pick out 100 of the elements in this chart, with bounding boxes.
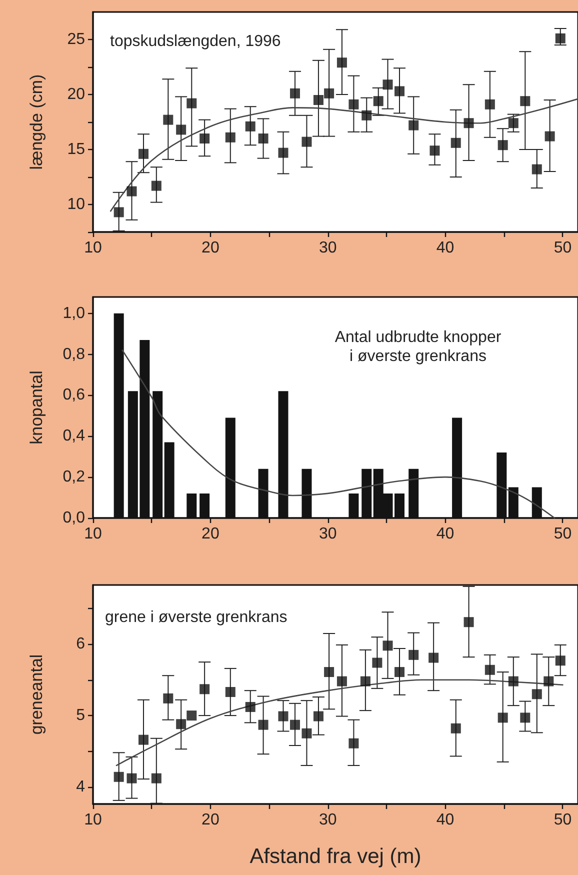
y-axis-title: greneantal: [27, 654, 46, 735]
point: [245, 702, 256, 712]
y-tick-label: 0,4: [62, 428, 86, 445]
point: [464, 617, 474, 628]
point: [450, 723, 461, 734]
point: [290, 88, 300, 98]
x-tick-label: 50: [554, 240, 572, 256]
point: [258, 720, 268, 730]
y-tick-label: 0,6: [62, 386, 86, 404]
point: [382, 80, 393, 90]
point: [186, 98, 197, 108]
point: [555, 33, 566, 44]
point: [508, 676, 518, 686]
point: [313, 95, 324, 105]
point: [450, 138, 461, 148]
point: [520, 712, 530, 723]
point: [225, 687, 236, 698]
point: [163, 114, 174, 125]
point: [138, 734, 148, 745]
point: [362, 110, 372, 120]
x-axis-title: Afstand fra vej (m): [250, 845, 422, 868]
point: [544, 676, 554, 686]
point: [464, 118, 474, 128]
x-tick-label: 20: [202, 812, 220, 828]
point: [225, 132, 236, 142]
point: [324, 88, 334, 98]
y-axis-title: længde (cm): [27, 74, 46, 170]
point: [373, 96, 384, 106]
x-tick-label: 20: [202, 526, 220, 542]
point: [348, 99, 359, 110]
point: [430, 146, 440, 156]
point: [428, 652, 439, 663]
point: [394, 86, 404, 96]
y-tick-label: 5: [76, 707, 86, 724]
y-tick-label: 6: [76, 636, 86, 653]
point: [348, 738, 359, 748]
point: [336, 58, 347, 68]
point: [484, 664, 495, 675]
y-tick-label: 0,0: [62, 510, 86, 526]
point: [372, 658, 382, 668]
point: [544, 131, 555, 142]
x-tick-label: 20: [202, 240, 220, 256]
y-tick-label: 25: [67, 31, 86, 48]
point: [176, 719, 186, 730]
y-tick-label: 1,0: [62, 304, 86, 322]
point: [336, 676, 347, 686]
point: [313, 711, 324, 722]
point: [324, 667, 334, 678]
point: [278, 148, 288, 158]
y-tick-label: 10: [67, 196, 86, 213]
point: [408, 650, 419, 660]
x-tick-label: 30: [318, 812, 337, 828]
x-tick-label: 30: [318, 240, 337, 256]
x-tick-label: 40: [436, 240, 454, 256]
point: [302, 728, 312, 738]
point: [382, 640, 393, 651]
point: [114, 772, 124, 782]
point: [498, 712, 508, 723]
y-tick-label: 0,2: [62, 468, 86, 486]
point: [302, 136, 312, 147]
point: [200, 134, 210, 144]
x-tick-label: 40: [436, 812, 454, 828]
x-tick-label: 50: [554, 526, 572, 542]
x-tick-label: 50: [554, 812, 572, 828]
y-tick-label: 20: [67, 86, 86, 103]
x-tick-label: 30: [318, 526, 337, 542]
line-series: [110, 98, 578, 212]
point: [186, 710, 197, 721]
point: [520, 96, 530, 106]
point: [408, 120, 419, 130]
point: [258, 134, 268, 144]
point: [151, 773, 162, 784]
point: [360, 676, 370, 686]
point: [176, 124, 186, 135]
annotation: Antal udbrudte knopper i øverste grenkrans: [334, 329, 502, 365]
point: [278, 711, 288, 722]
y-axis-title: knopantal: [27, 370, 46, 444]
point: [138, 148, 148, 159]
point: [508, 118, 518, 128]
annotation: topskudslængden, 1996: [110, 33, 281, 50]
x-tick-label: 40: [436, 526, 454, 542]
point: [163, 693, 174, 704]
point: [126, 773, 137, 784]
point: [114, 207, 124, 218]
point: [126, 186, 137, 196]
point: [532, 164, 542, 174]
point: [498, 140, 508, 150]
y-tick-label: 15: [67, 141, 86, 158]
annotation: grene i øverste grenkrans: [105, 609, 288, 626]
point: [555, 656, 566, 666]
point: [484, 99, 495, 110]
point: [245, 121, 256, 132]
line-series: [122, 350, 556, 519]
point: [200, 684, 210, 694]
point: [151, 180, 162, 191]
point: [532, 689, 542, 700]
point: [394, 667, 404, 678]
point: [290, 720, 300, 730]
y-tick-label: 0,8: [62, 346, 86, 363]
y-tick-label: 4: [76, 778, 86, 796]
